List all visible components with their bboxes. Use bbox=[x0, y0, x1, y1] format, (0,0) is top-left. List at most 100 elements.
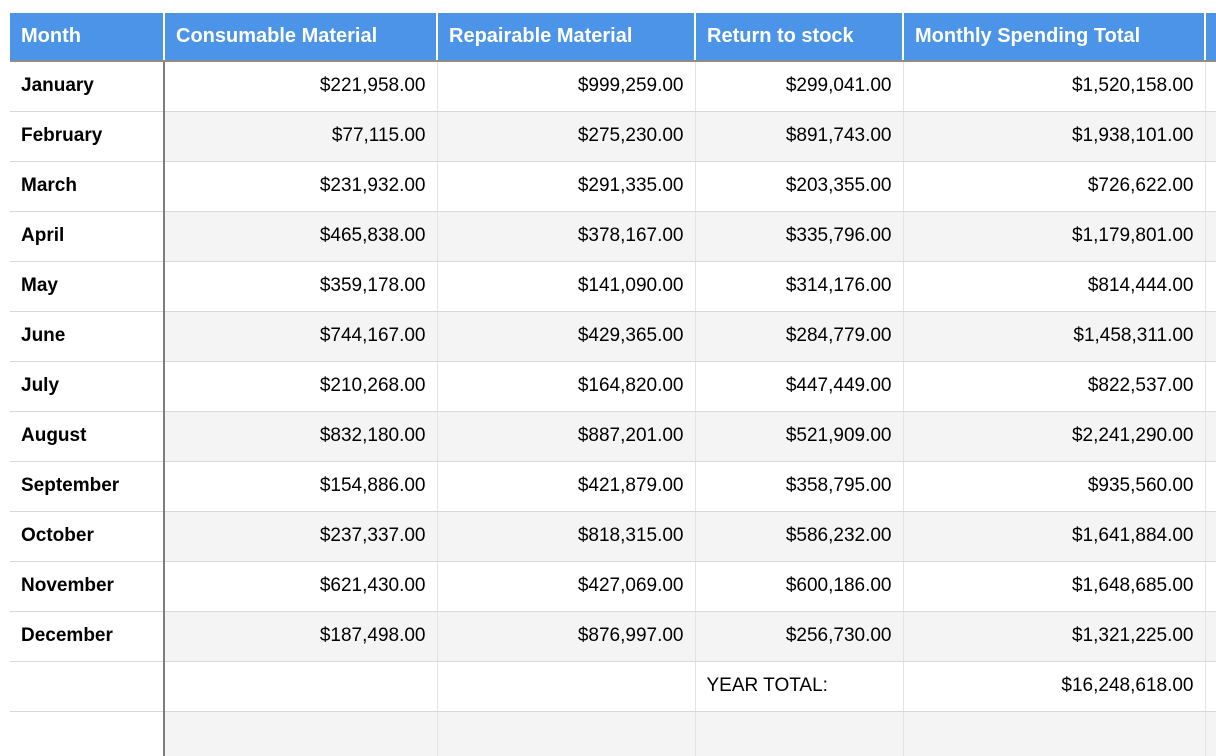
cell-return-to-stock[interactable]: $314,176.00 bbox=[694, 261, 903, 312]
cell-monthly-total[interactable]: $2,241,290.00 bbox=[902, 411, 1205, 462]
cell-overflow bbox=[1204, 461, 1216, 512]
table-row: February $77,115.00 $275,230.00 $891,743.00… bbox=[10, 111, 1216, 162]
cell-repairable[interactable]: $164,820.00 bbox=[436, 361, 695, 412]
cell-consumable[interactable]: $832,180.00 bbox=[163, 411, 437, 462]
cell-month[interactable] bbox=[10, 711, 165, 756]
cell-consumable[interactable] bbox=[163, 711, 437, 756]
cell-month[interactable]: April bbox=[10, 211, 165, 262]
cell-monthly-total[interactable]: $1,179,801.00 bbox=[902, 211, 1205, 262]
cell-return-to-stock[interactable]: $521,909.00 bbox=[694, 411, 903, 462]
cell-month[interactable]: February bbox=[10, 111, 165, 162]
cell-month[interactable]: March bbox=[10, 161, 165, 212]
cell-repairable[interactable]: $999,259.00 bbox=[436, 61, 695, 112]
cell-overflow bbox=[1204, 661, 1216, 712]
cell-consumable[interactable]: $187,498.00 bbox=[163, 611, 437, 662]
cell-overflow bbox=[1204, 161, 1216, 212]
cell-consumable[interactable]: $465,838.00 bbox=[163, 211, 437, 262]
cell-monthly-total[interactable]: $1,321,225.00 bbox=[902, 611, 1205, 662]
cell-monthly-total[interactable]: $1,938,101.00 bbox=[902, 111, 1205, 162]
cell-consumable[interactable]: $744,167.00 bbox=[163, 311, 437, 362]
cell-return-to-stock[interactable]: $447,449.00 bbox=[694, 361, 903, 412]
cell-monthly-total[interactable]: $1,520,158.00 bbox=[902, 61, 1205, 112]
column-header-monthly-total[interactable]: Monthly Spending Total bbox=[902, 13, 1205, 62]
cell-return-to-stock[interactable]: $891,743.00 bbox=[694, 111, 903, 162]
cell-monthly-total[interactable]: $814,444.00 bbox=[902, 261, 1205, 312]
cell-month[interactable]: December bbox=[10, 611, 165, 662]
cell-return-to-stock[interactable]: $586,232.00 bbox=[694, 511, 903, 562]
cell-month[interactable]: June bbox=[10, 311, 165, 362]
cell-return-to-stock[interactable]: $600,186.00 bbox=[694, 561, 903, 612]
cell-repairable[interactable]: $876,997.00 bbox=[436, 611, 695, 662]
cell-month[interactable]: May bbox=[10, 261, 165, 312]
cell-return-to-stock[interactable]: $284,779.00 bbox=[694, 311, 903, 362]
cell-monthly-total[interactable] bbox=[902, 711, 1205, 756]
cell-repairable[interactable] bbox=[436, 711, 695, 756]
cell-month[interactable]: January bbox=[10, 61, 165, 112]
cell-consumable[interactable] bbox=[163, 661, 437, 712]
cell-consumable[interactable]: $237,337.00 bbox=[163, 511, 437, 562]
cell-overflow bbox=[1204, 561, 1216, 612]
cell-overflow bbox=[1204, 111, 1216, 162]
cell-consumable[interactable]: $221,958.00 bbox=[163, 61, 437, 112]
cell-return-to-stock[interactable]: $335,796.00 bbox=[694, 211, 903, 262]
table-row: November $621,430.00 $427,069.00 $600,186.0… bbox=[10, 561, 1216, 612]
cell-month[interactable]: July bbox=[10, 361, 165, 412]
cell-return-to-stock[interactable]: $299,041.00 bbox=[694, 61, 903, 112]
cell-overflow bbox=[1204, 611, 1216, 662]
column-header-consumable[interactable]: Consumable Material bbox=[163, 13, 437, 62]
table-row: July $210,268.00 $164,820.00 $447,449.00 $82… bbox=[10, 361, 1216, 412]
cell-monthly-total[interactable]: $822,537.00 bbox=[902, 361, 1205, 412]
cell-overflow bbox=[1204, 61, 1216, 112]
cell-return-to-stock[interactable]: $203,355.00 bbox=[694, 161, 903, 212]
cell-repairable[interactable]: $275,230.00 bbox=[436, 111, 695, 162]
column-header-month[interactable]: Month bbox=[10, 13, 164, 62]
cell-month[interactable]: November bbox=[10, 561, 165, 612]
cell-overflow bbox=[1204, 711, 1216, 756]
column-header-overflow bbox=[1204, 13, 1216, 62]
cell-repairable[interactable]: $291,335.00 bbox=[436, 161, 695, 212]
cell-monthly-total[interactable]: $1,641,884.00 bbox=[902, 511, 1205, 562]
cell-overflow bbox=[1204, 311, 1216, 362]
cell-month[interactable] bbox=[10, 661, 165, 712]
summary-row: YEAR TOTAL: $16,248,618.00 bbox=[10, 661, 1216, 712]
cell-monthly-total[interactable]: $1,648,685.00 bbox=[902, 561, 1205, 612]
cell-repairable[interactable] bbox=[436, 661, 695, 712]
cell-overflow bbox=[1204, 361, 1216, 412]
cell-overflow bbox=[1204, 261, 1216, 312]
year-total-label[interactable]: YEAR TOTAL: bbox=[694, 661, 903, 712]
table-row: June $744,167.00 $429,365.00 $284,779.00 $1,… bbox=[10, 311, 1216, 362]
cell-consumable[interactable]: $77,115.00 bbox=[163, 111, 437, 162]
cell-monthly-total[interactable]: $1,458,311.00 bbox=[902, 311, 1205, 362]
table-row: May $359,178.00 $141,090.00 $314,176.00 $814… bbox=[10, 261, 1216, 312]
cell-month[interactable]: October bbox=[10, 511, 165, 562]
table-row: October $237,337.00 $818,315.00 $586,232.00… bbox=[10, 511, 1216, 562]
table-row: September $154,886.00 $421,879.00 $358,795.… bbox=[10, 461, 1216, 512]
year-total-value[interactable]: $16,248,618.00 bbox=[902, 661, 1205, 712]
cell-consumable[interactable]: $154,886.00 bbox=[163, 461, 437, 512]
cell-overflow bbox=[1204, 411, 1216, 462]
empty-row bbox=[10, 711, 1216, 756]
cell-month[interactable]: September bbox=[10, 461, 165, 512]
cell-consumable[interactable]: $210,268.00 bbox=[163, 361, 437, 412]
cell-overflow bbox=[1204, 211, 1216, 262]
cell-repairable[interactable]: $887,201.00 bbox=[436, 411, 695, 462]
cell-repairable[interactable]: $378,167.00 bbox=[436, 211, 695, 262]
cell-repairable[interactable]: $141,090.00 bbox=[436, 261, 695, 312]
cell-monthly-total[interactable]: $935,560.00 bbox=[902, 461, 1205, 512]
cell-return-to-stock[interactable]: $358,795.00 bbox=[694, 461, 903, 512]
column-header-repairable[interactable]: Repairable Material bbox=[436, 13, 695, 62]
cell-consumable[interactable]: $231,932.00 bbox=[163, 161, 437, 212]
cell-repairable[interactable]: $818,315.00 bbox=[436, 511, 695, 562]
cell-overflow bbox=[1204, 511, 1216, 562]
cell-return-to-stock[interactable] bbox=[694, 711, 903, 756]
column-header-return-to-stock[interactable]: Return to stock bbox=[694, 13, 903, 62]
cell-monthly-total[interactable]: $726,622.00 bbox=[902, 161, 1205, 212]
cell-consumable[interactable]: $621,430.00 bbox=[163, 561, 437, 612]
cell-consumable[interactable]: $359,178.00 bbox=[163, 261, 437, 312]
cell-repairable[interactable]: $427,069.00 bbox=[436, 561, 695, 612]
cell-repairable[interactable]: $421,879.00 bbox=[436, 461, 695, 512]
cell-month[interactable]: August bbox=[10, 411, 165, 462]
cell-return-to-stock[interactable]: $256,730.00 bbox=[694, 611, 903, 662]
cell-repairable[interactable]: $429,365.00 bbox=[436, 311, 695, 362]
